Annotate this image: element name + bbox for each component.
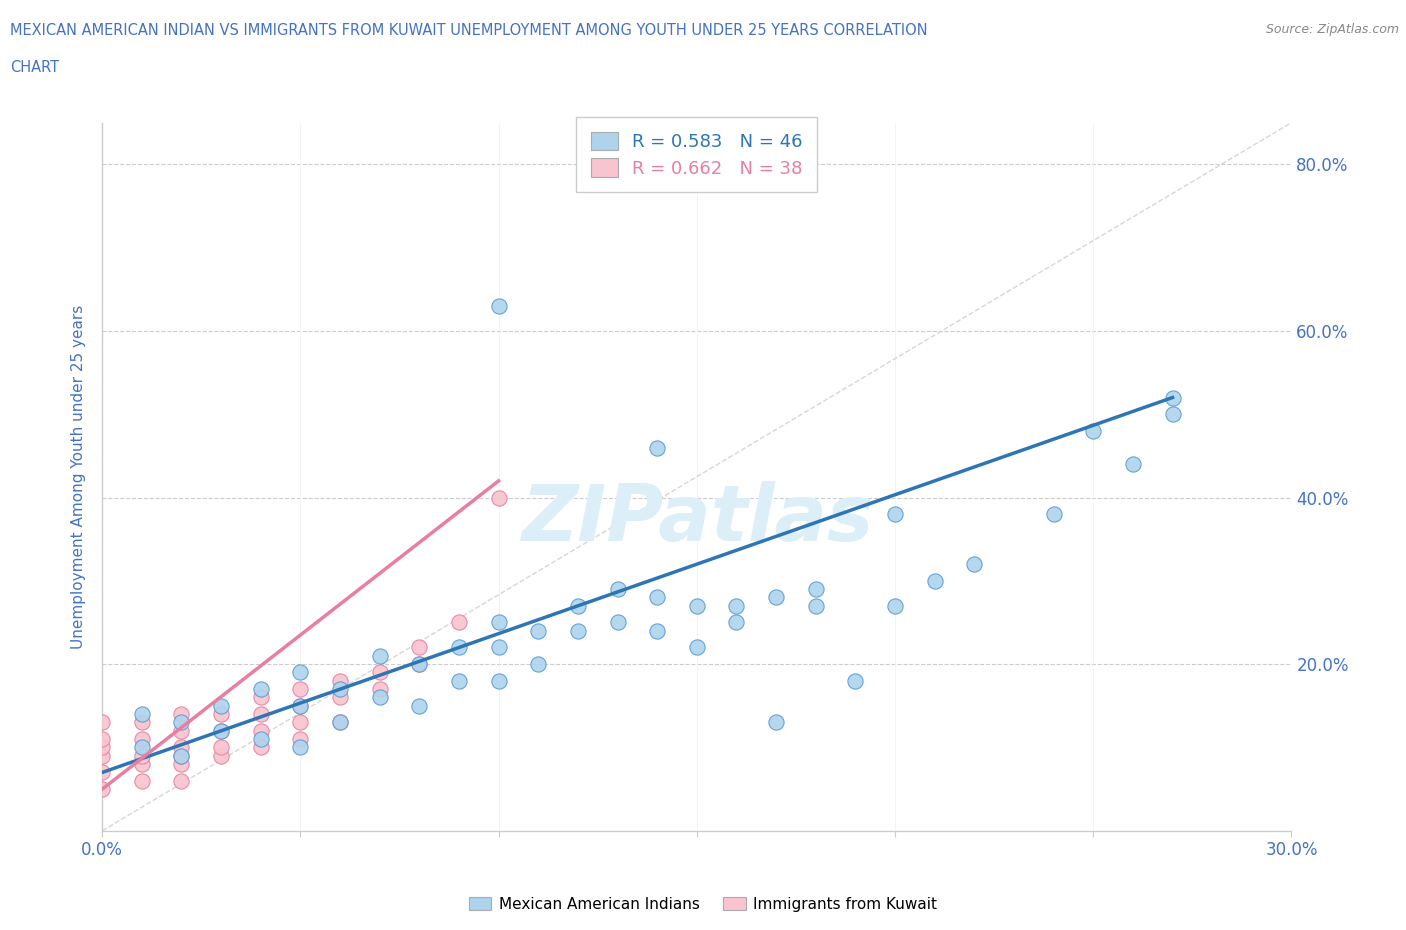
Point bbox=[1161, 406, 1184, 421]
Point bbox=[963, 557, 986, 572]
Point bbox=[91, 715, 114, 730]
Point bbox=[765, 590, 787, 604]
Point bbox=[131, 774, 153, 789]
Point bbox=[447, 640, 470, 655]
Point bbox=[131, 749, 153, 764]
Point bbox=[131, 757, 153, 772]
Point bbox=[1083, 423, 1105, 438]
Text: CHART: CHART bbox=[10, 60, 59, 75]
Point bbox=[408, 657, 430, 671]
Point bbox=[131, 732, 153, 747]
Point bbox=[209, 707, 232, 722]
Legend: Mexican American Indians, Immigrants from Kuwait: Mexican American Indians, Immigrants fro… bbox=[463, 890, 943, 918]
Point bbox=[290, 698, 312, 713]
Point bbox=[645, 440, 668, 455]
Point bbox=[91, 749, 114, 764]
Point bbox=[368, 690, 391, 705]
Point bbox=[527, 623, 550, 638]
Legend: R = 0.583   N = 46, R = 0.662   N = 38: R = 0.583 N = 46, R = 0.662 N = 38 bbox=[576, 117, 817, 193]
Point bbox=[249, 707, 271, 722]
Point bbox=[290, 715, 312, 730]
Point bbox=[447, 673, 470, 688]
Point bbox=[170, 707, 193, 722]
Point bbox=[329, 673, 352, 688]
Point bbox=[368, 682, 391, 697]
Point bbox=[249, 740, 271, 755]
Point bbox=[884, 507, 907, 522]
Text: ZIPatlas: ZIPatlas bbox=[520, 481, 873, 557]
Point bbox=[408, 640, 430, 655]
Point bbox=[686, 640, 709, 655]
Point bbox=[527, 657, 550, 671]
Point bbox=[131, 740, 153, 755]
Point bbox=[804, 598, 827, 613]
Point bbox=[765, 715, 787, 730]
Point bbox=[408, 657, 430, 671]
Point bbox=[408, 698, 430, 713]
Point bbox=[290, 732, 312, 747]
Y-axis label: Unemployment Among Youth under 25 years: Unemployment Among Youth under 25 years bbox=[72, 304, 86, 649]
Point bbox=[884, 598, 907, 613]
Point bbox=[170, 715, 193, 730]
Point bbox=[488, 673, 510, 688]
Point bbox=[249, 724, 271, 738]
Point bbox=[567, 623, 589, 638]
Point bbox=[488, 640, 510, 655]
Point bbox=[91, 782, 114, 797]
Point bbox=[329, 682, 352, 697]
Point bbox=[924, 574, 946, 589]
Point bbox=[209, 698, 232, 713]
Point bbox=[131, 715, 153, 730]
Point bbox=[686, 598, 709, 613]
Point bbox=[844, 673, 866, 688]
Point bbox=[290, 665, 312, 680]
Text: MEXICAN AMERICAN INDIAN VS IMMIGRANTS FROM KUWAIT UNEMPLOYMENT AMONG YOUTH UNDER: MEXICAN AMERICAN INDIAN VS IMMIGRANTS FR… bbox=[10, 23, 928, 38]
Point bbox=[606, 582, 628, 597]
Point bbox=[329, 715, 352, 730]
Point bbox=[170, 774, 193, 789]
Point bbox=[488, 490, 510, 505]
Point bbox=[329, 690, 352, 705]
Point bbox=[368, 648, 391, 663]
Point bbox=[804, 582, 827, 597]
Point bbox=[488, 615, 510, 630]
Point bbox=[567, 598, 589, 613]
Point bbox=[249, 690, 271, 705]
Point bbox=[290, 740, 312, 755]
Point bbox=[249, 732, 271, 747]
Point bbox=[725, 615, 748, 630]
Point bbox=[290, 682, 312, 697]
Point bbox=[606, 615, 628, 630]
Point bbox=[645, 590, 668, 604]
Point bbox=[329, 715, 352, 730]
Point bbox=[91, 732, 114, 747]
Point bbox=[209, 749, 232, 764]
Point bbox=[1161, 390, 1184, 405]
Point bbox=[170, 749, 193, 764]
Point bbox=[290, 698, 312, 713]
Point bbox=[170, 757, 193, 772]
Point bbox=[645, 623, 668, 638]
Point bbox=[170, 749, 193, 764]
Point bbox=[91, 765, 114, 780]
Point bbox=[91, 740, 114, 755]
Point bbox=[1042, 507, 1064, 522]
Point bbox=[131, 707, 153, 722]
Point bbox=[209, 724, 232, 738]
Point bbox=[170, 724, 193, 738]
Text: Source: ZipAtlas.com: Source: ZipAtlas.com bbox=[1265, 23, 1399, 36]
Point bbox=[447, 615, 470, 630]
Point bbox=[209, 724, 232, 738]
Point bbox=[488, 299, 510, 313]
Point bbox=[1122, 457, 1144, 472]
Point bbox=[209, 740, 232, 755]
Point bbox=[170, 740, 193, 755]
Point bbox=[368, 665, 391, 680]
Point bbox=[725, 598, 748, 613]
Point bbox=[249, 682, 271, 697]
